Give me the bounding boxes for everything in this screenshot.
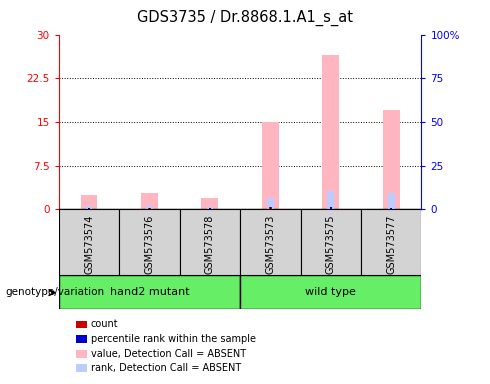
Bar — [383, 110, 400, 209]
Text: GSM573574: GSM573574 — [84, 215, 94, 274]
Bar — [201, 198, 219, 209]
Bar — [119, 209, 180, 275]
Bar — [76, 350, 87, 358]
Bar — [322, 55, 339, 209]
Bar — [88, 207, 90, 209]
Bar — [330, 207, 332, 209]
Text: percentile rank within the sample: percentile rank within the sample — [91, 334, 256, 344]
Bar — [146, 206, 153, 209]
Text: rank, Detection Call = ABSENT: rank, Detection Call = ABSENT — [91, 363, 241, 373]
Text: wild type: wild type — [305, 287, 356, 297]
Bar — [209, 208, 211, 209]
Text: value, Detection Call = ABSENT: value, Detection Call = ABSENT — [91, 349, 246, 359]
Text: GSM573573: GSM573573 — [265, 215, 275, 274]
Bar — [300, 209, 361, 275]
Bar — [76, 364, 87, 372]
Bar — [59, 275, 240, 309]
Bar — [361, 209, 421, 275]
Bar — [180, 209, 240, 275]
Bar — [76, 335, 87, 343]
Text: GSM573576: GSM573576 — [145, 215, 154, 274]
Bar — [330, 207, 332, 209]
Bar — [267, 198, 273, 209]
Bar — [148, 207, 150, 209]
Text: GSM573577: GSM573577 — [386, 215, 396, 274]
Bar — [327, 190, 334, 209]
Bar — [76, 321, 87, 328]
Text: hand2 mutant: hand2 mutant — [110, 287, 189, 297]
Text: GDS3735 / Dr.8868.1.A1_s_at: GDS3735 / Dr.8868.1.A1_s_at — [137, 10, 353, 26]
Bar — [148, 207, 150, 209]
Bar — [269, 207, 271, 209]
Bar — [390, 207, 392, 209]
Bar — [141, 193, 158, 209]
Bar — [88, 207, 90, 209]
Bar — [86, 206, 92, 209]
Text: GSM573578: GSM573578 — [205, 215, 215, 274]
Bar — [262, 122, 279, 209]
Text: genotype/variation: genotype/variation — [5, 287, 104, 297]
Bar — [240, 275, 421, 309]
Text: count: count — [91, 319, 118, 329]
Bar — [207, 207, 213, 209]
Bar — [270, 207, 271, 209]
Bar — [209, 208, 211, 209]
Bar — [240, 209, 300, 275]
Bar — [80, 195, 98, 209]
Bar — [388, 193, 394, 209]
Bar — [391, 207, 392, 209]
Text: GSM573575: GSM573575 — [326, 215, 336, 274]
Bar — [59, 209, 119, 275]
